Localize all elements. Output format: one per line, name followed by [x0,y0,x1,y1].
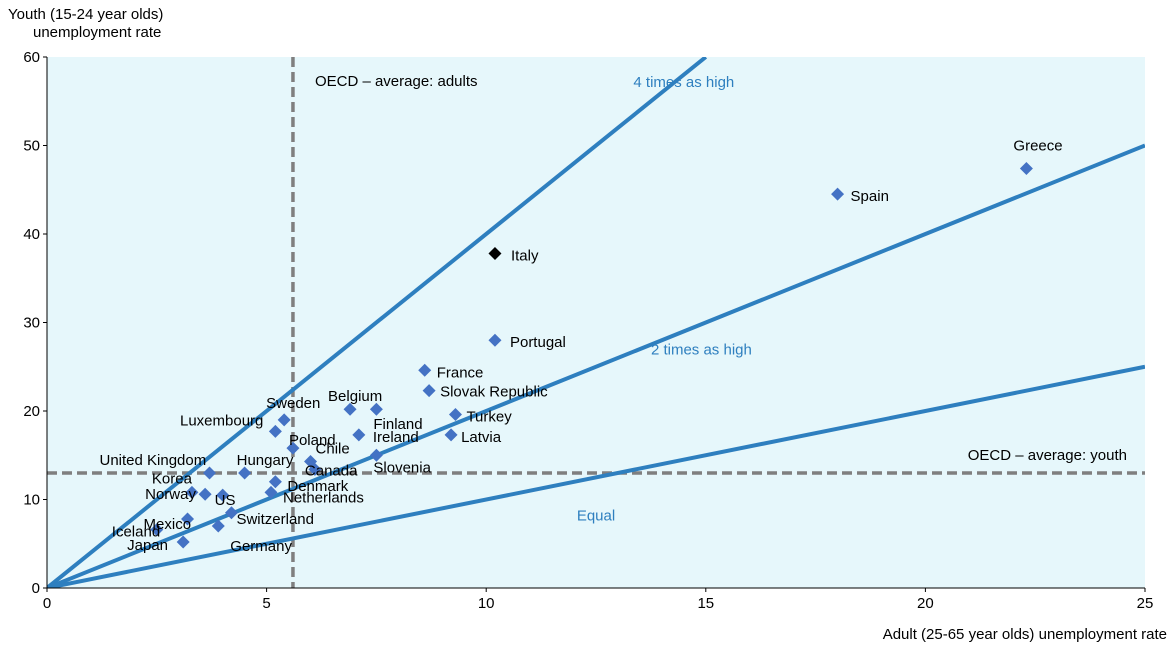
point-label-poland: Poland [289,432,336,449]
x-tick-label: 15 [697,595,714,612]
point-label-slovenia: Slovenia [373,459,431,476]
point-mexico [181,512,195,526]
point-france [418,363,432,377]
y-tick-label: 10 [23,492,40,509]
point-label-hungary: Hungary [237,452,294,469]
point-portugal [488,333,502,347]
point-label-korea: Korea [152,470,193,487]
point-label-us: US [215,492,236,509]
y-tick-label: 50 [23,138,40,155]
point-turkey [448,408,462,422]
point-latvia [444,428,458,442]
point-label-norway: Norway [145,486,196,503]
point-luxembourg [268,424,282,438]
y-tick-label: 60 [23,49,40,66]
point-denmark [268,475,282,489]
ratio-line-label: Equal [577,508,615,525]
point-label-united-kingdom: United Kingdom [100,452,207,469]
point-canada [308,462,322,476]
point-poland [286,441,300,455]
ratio-line-label: 2 times as high [651,341,752,358]
ratio-line [47,57,708,588]
ratio-line-label: 4 times as high [633,74,734,91]
y-tick-label: 40 [23,226,40,243]
y-axis-title-line1: Youth (15-24 year olds) [8,6,164,23]
x-tick-label: 20 [917,595,934,612]
x-axis-title: Adult (25-65 year olds) unemployment rat… [882,626,1167,643]
point-label-chile: Chile [316,440,350,457]
reference-label-youth: OECD – average: youth [968,447,1127,464]
point-norway [198,487,212,501]
point-label-germany: Germany [230,538,292,555]
point-label-turkey: Turkey [466,409,512,426]
point-label-latvia: Latvia [461,429,502,446]
point-ireland [352,428,366,442]
y-tick-label: 20 [23,403,40,420]
point-us [216,488,230,502]
x-tick-label: 0 [43,595,51,612]
point-label-france: France [437,364,484,381]
point-label-greece: Greece [1013,138,1062,155]
reference-label-adults: OECD – average: adults [315,73,478,90]
point-sweden [277,413,291,427]
point-label-mexico: Mexico [144,516,192,533]
point-label-sweden: Sweden [266,395,320,412]
point-greece [1019,162,1033,176]
point-label-luxembourg: Luxembourg [180,412,263,429]
point-label-spain: Spain [851,188,889,205]
point-label-ireland: Ireland [373,429,419,446]
ratio-line [47,364,1145,588]
point-slovak-republic [422,384,436,398]
point-label-switzerland: Switzerland [236,511,314,528]
y-axis-title: Youth (15-24 year olds) unemployment rat… [8,6,163,42]
point-label-finland: Finland [373,416,422,433]
point-label-belgium: Belgium [328,388,382,405]
y-tick-label: 0 [32,580,40,597]
point-hungary [238,466,252,480]
point-slovenia [369,448,383,462]
point-netherlands [264,485,278,499]
point-italy [488,246,502,260]
point-label-iceland: Iceland [112,524,160,541]
point-label-denmark: Denmark [287,478,348,495]
point-germany [211,519,225,533]
point-label-canada: Canada [305,462,358,479]
x-tick-label: 10 [478,595,495,612]
point-label-italy: Italy [511,247,539,264]
point-finland [369,402,383,416]
point-japan [176,535,190,549]
point-label-portugal: Portugal [510,334,566,351]
point-iceland [150,523,164,537]
point-belgium [343,402,357,416]
y-tick-label: 30 [23,315,40,332]
x-tick-label: 5 [262,595,270,612]
point-korea [185,485,199,499]
point-switzerland [224,506,238,520]
point-spain [831,187,845,201]
point-label-japan: Japan [127,537,168,554]
y-axis-title-line2: unemployment rate [33,24,162,41]
point-united-kingdom [203,466,217,480]
point-label-slovak-republic: Slovak Republic [440,384,548,401]
point-label-netherlands: Netherlands [283,489,364,506]
x-tick-label: 25 [1137,595,1154,612]
